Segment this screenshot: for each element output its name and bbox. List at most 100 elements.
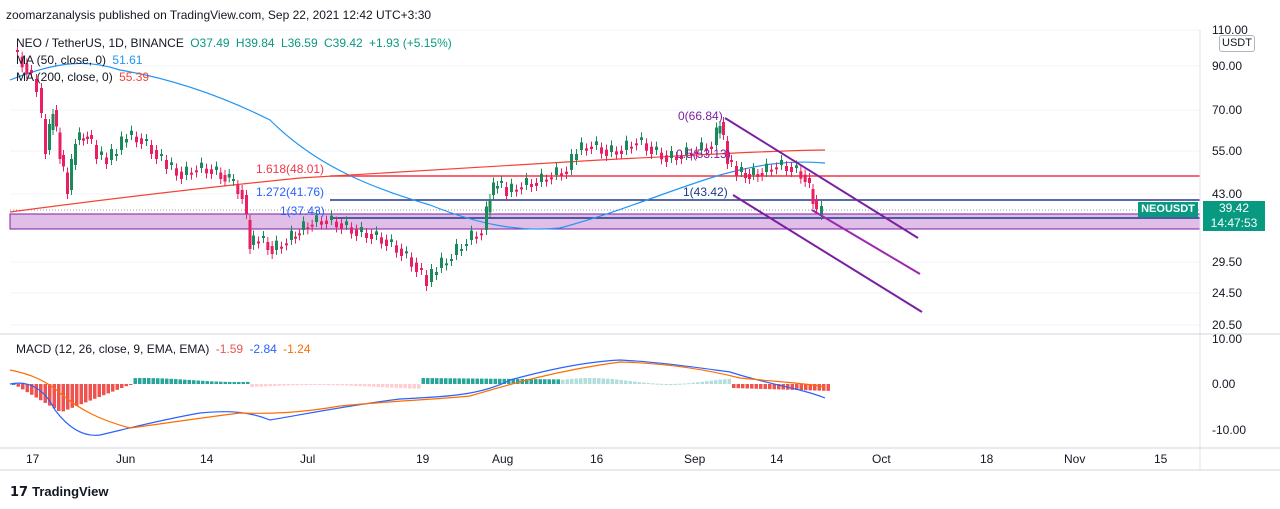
time-axis[interactable]: 17 Jun 14 Jul 19 Aug 16 Sep 14 Oct 18 Nov 15 (26, 452, 1168, 466)
macd-bar (556, 379, 560, 384)
price-axis[interactable]: 110.00 90.00 70.00 55.00 43.00 29.50 24.50 20.5… (1212, 23, 1248, 332)
candle-body (55, 110, 58, 127)
symbol-price-tag: NEOUSDT (1138, 202, 1198, 217)
macd-bar (538, 379, 542, 384)
macd-bar (295, 384, 299, 386)
candle-body (752, 168, 755, 175)
macd-bar (606, 378, 610, 384)
candle-body (140, 138, 143, 144)
candle-body (215, 166, 218, 170)
candle-body (445, 263, 448, 266)
candle-body (320, 221, 323, 225)
candle-body (298, 233, 301, 236)
legend-symbol[interactable]: NEO / TetherUS, 1D, BINANCE O37.49 H39.8… (16, 36, 455, 50)
candle-body (610, 145, 613, 152)
ohlc-high: H39.84 (235, 36, 275, 50)
candle-body (380, 237, 383, 244)
candle-body (605, 149, 608, 156)
candle-body (66, 172, 69, 194)
candle-body (145, 139, 148, 141)
candle-body (756, 174, 760, 177)
time-axis-label: 16 (590, 452, 604, 466)
macd-bar (565, 379, 569, 384)
legend-ma200[interactable]: MA (200, close, 0) 55.39 (16, 70, 152, 84)
candle-body (130, 130, 133, 135)
candle-body (515, 189, 518, 192)
candle-body (275, 240, 278, 250)
signal-line (9, 361, 826, 429)
candle-body (74, 144, 77, 165)
macd-bar (597, 378, 601, 384)
macd-bar (732, 384, 736, 389)
macd-bar (822, 384, 826, 391)
macd-bar (376, 384, 380, 387)
macd-bar (219, 381, 223, 384)
candle-body (496, 186, 499, 189)
time-axis-label: Jun (116, 452, 135, 466)
candle-body (735, 166, 738, 176)
candle-body (82, 138, 85, 141)
macd-bar (678, 383, 682, 385)
macd-bar (394, 384, 398, 388)
macd-bar (745, 384, 749, 389)
candle-body (690, 153, 693, 156)
candle-body (705, 148, 708, 151)
candle-body (675, 157, 678, 160)
candle-body (90, 135, 93, 139)
tradingview-brand[interactable]: 17 TradingView (10, 484, 108, 500)
macd-bar (664, 383, 668, 385)
macd-bar (286, 384, 290, 386)
macd-bar (327, 384, 331, 386)
macd-bar (43, 384, 47, 403)
candle-body (700, 142, 703, 150)
macd-bar (340, 384, 344, 386)
macd-bar (210, 381, 214, 384)
candle-body (455, 244, 458, 255)
macd-bar (66, 384, 70, 410)
candle-body (195, 170, 198, 173)
candle-body (595, 141, 598, 145)
macd-bar (507, 378, 511, 384)
signal-value: -1.24 (283, 342, 311, 356)
macd-axis[interactable]: 10.00 0.00 -10.00 (1212, 332, 1246, 437)
candle-body (302, 221, 305, 230)
candle-body (530, 184, 533, 187)
candle-body (40, 88, 43, 113)
candle-body (310, 224, 314, 227)
fib-label-05: 0.5(53.13) (676, 147, 731, 161)
macd-bar (718, 379, 722, 384)
candle-body (185, 166, 188, 175)
macd-bar (142, 378, 146, 384)
candle-body (51, 114, 55, 130)
macd-bar (93, 384, 97, 399)
candle-body (695, 151, 698, 154)
macd-bar (385, 384, 389, 388)
macd-bar (813, 384, 817, 391)
macd-bar (318, 384, 322, 386)
candle-body (205, 168, 208, 174)
macd-histogram (12, 378, 830, 412)
legend-ma50[interactable]: MA (50, close, 0) 51.61 (16, 53, 145, 67)
macd-bar (25, 384, 29, 393)
time-axis-label: 14 (770, 452, 784, 466)
macd-bar (826, 384, 830, 391)
macd-bar (669, 383, 673, 385)
macd-bar (124, 384, 128, 387)
candle-body (630, 146, 633, 149)
candle-body (125, 139, 128, 143)
currency-unit-button[interactable]: USDT (1219, 35, 1255, 52)
symbol-title: NEO / TetherUS, 1D, BINANCE (16, 36, 184, 50)
candle-body (375, 231, 378, 235)
candle-body (760, 173, 764, 176)
candle-body (744, 173, 747, 178)
legend-macd[interactable]: MACD (12, 26, close, 9, EMA, EMA) -1.59 … (16, 342, 314, 356)
tradingview-logo-icon: 17 (10, 485, 29, 500)
macd-bar (246, 381, 250, 384)
candle-body (540, 173, 543, 182)
price-tick-label: 55.00 (1212, 144, 1242, 158)
macd-bar (412, 384, 416, 389)
macd-bar (138, 378, 142, 384)
candle-body (16, 50, 19, 52)
macd-bar (354, 384, 358, 386)
